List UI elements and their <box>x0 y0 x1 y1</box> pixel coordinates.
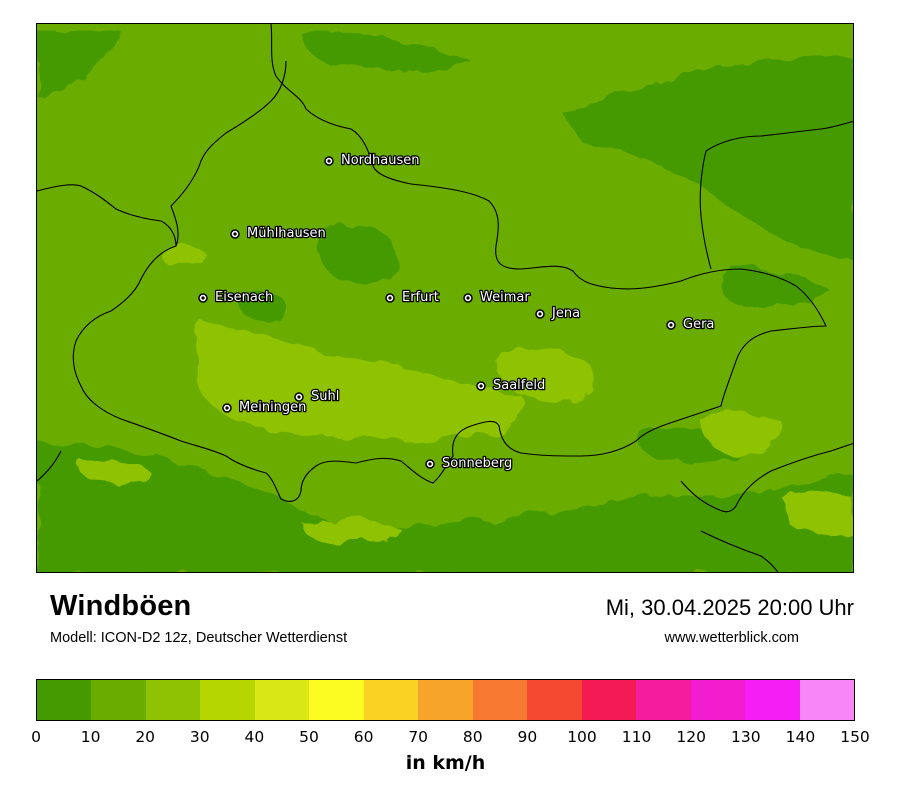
colorbar-ticks: 0 10 20 30 40 50 60 70 80 90 100 110 120 130 140 150 <box>31 728 870 750</box>
city-meiningen: Meiningen <box>222 399 308 416</box>
colorbar-swatch <box>363 680 419 720</box>
colorbar <box>36 679 855 721</box>
city-marker-center <box>466 296 470 300</box>
colorbar-tick-label: 120 <box>676 728 706 746</box>
colorbar-tick-label: 110 <box>621 728 652 746</box>
colorbar-tick-label: 70 <box>408 728 429 746</box>
colorbar-tick-label: 50 <box>299 728 319 746</box>
colorbar-tick-label: 90 <box>517 728 538 746</box>
city-marker-center <box>388 296 392 300</box>
gust-field <box>37 30 853 572</box>
colorbar-tick-label: 0 <box>31 728 41 746</box>
colorbar-unit: in km/h <box>405 752 486 774</box>
model-source: Modell: ICON-D2 12z, Deutscher Wetterdie… <box>50 630 348 646</box>
city-erfurt: Erfurt <box>385 289 440 306</box>
colorbar-tick-label: 40 <box>244 728 265 746</box>
map-title: Windböen <box>50 590 192 622</box>
colorbar-swatch <box>799 680 855 720</box>
city-weimar: Weimar <box>463 289 532 306</box>
city-marker-center <box>233 232 237 236</box>
region-borders <box>37 24 853 572</box>
colorbar-swatch <box>418 680 473 720</box>
colorbar-tick-label: 30 <box>189 728 210 746</box>
city-marker-center <box>327 159 331 163</box>
city-label: Weimar <box>480 290 530 305</box>
colorbar-tick-label: 20 <box>135 728 156 746</box>
city-label: Erfurt <box>402 290 439 305</box>
colorbar-swatch <box>745 680 800 720</box>
city-marker-center <box>297 395 301 399</box>
city-layer: Nordhausen Mühlhausen Eisenach Erfurt Weimar… <box>198 152 716 472</box>
wind-gust-map: Nordhausen Mühlhausen Eisenach Erfurt Weimar… <box>36 23 854 573</box>
city-eisenach: Eisenach <box>198 289 275 306</box>
colorbar-swatch <box>309 680 364 720</box>
colorbar-swatch <box>145 680 201 720</box>
city-label: Eisenach <box>215 290 273 305</box>
colorbar-swatch <box>527 680 582 720</box>
city-mühlhausen: Mühlhausen <box>230 225 327 242</box>
colorbar-tick-label: 150 <box>840 728 870 746</box>
city-marker-center <box>225 406 229 410</box>
city-nordhausen: Nordhausen <box>324 152 421 169</box>
map-canvas: Nordhausen Mühlhausen Eisenach Erfurt Weimar… <box>37 24 853 572</box>
colorbar-tick-label: 10 <box>80 728 101 746</box>
colorbar-tick-label: 130 <box>731 728 761 746</box>
forecast-datetime: Mi, 30.04.2025 20:00 Uhr <box>605 595 854 620</box>
city-label: Gera <box>683 317 714 332</box>
colorbar-swatch <box>200 680 255 720</box>
city-label: Nordhausen <box>341 153 420 168</box>
city-label: Meiningen <box>239 400 306 415</box>
city-marker-center <box>669 323 673 327</box>
colorbar-tick-label: 80 <box>462 728 483 746</box>
city-label: Suhl <box>311 389 339 404</box>
city-marker-center <box>538 312 542 316</box>
colorbar-swatch <box>472 680 528 720</box>
colorbar-tick-label: 100 <box>567 728 597 746</box>
colorbar-tick-label: 140 <box>785 728 816 746</box>
city-marker-center <box>479 384 483 388</box>
colorbar-swatch <box>636 680 691 720</box>
colorbar-swatch <box>581 680 637 720</box>
city-gera: Gera <box>666 316 716 333</box>
city-jena: Jena <box>535 305 581 322</box>
city-sonneberg: Sonneberg <box>425 455 514 472</box>
city-label: Saalfeld <box>493 378 545 393</box>
colorbar-swatch <box>254 680 310 720</box>
city-marker-center <box>428 462 432 466</box>
city-saalfeld: Saalfeld <box>476 377 547 394</box>
colorbar-swatch <box>91 680 146 720</box>
city-label: Sonneberg <box>442 456 512 471</box>
colorbar-swatch <box>37 680 92 720</box>
colorbar-swatch <box>690 680 746 720</box>
city-label: Mühlhausen <box>247 226 326 241</box>
city-label: Jena <box>551 306 580 321</box>
colorbar-tick-label: 60 <box>353 728 374 746</box>
website-link[interactable]: www.wetterblick.com <box>664 630 799 646</box>
city-marker-center <box>201 296 205 300</box>
city-suhl: Suhl <box>294 388 341 405</box>
